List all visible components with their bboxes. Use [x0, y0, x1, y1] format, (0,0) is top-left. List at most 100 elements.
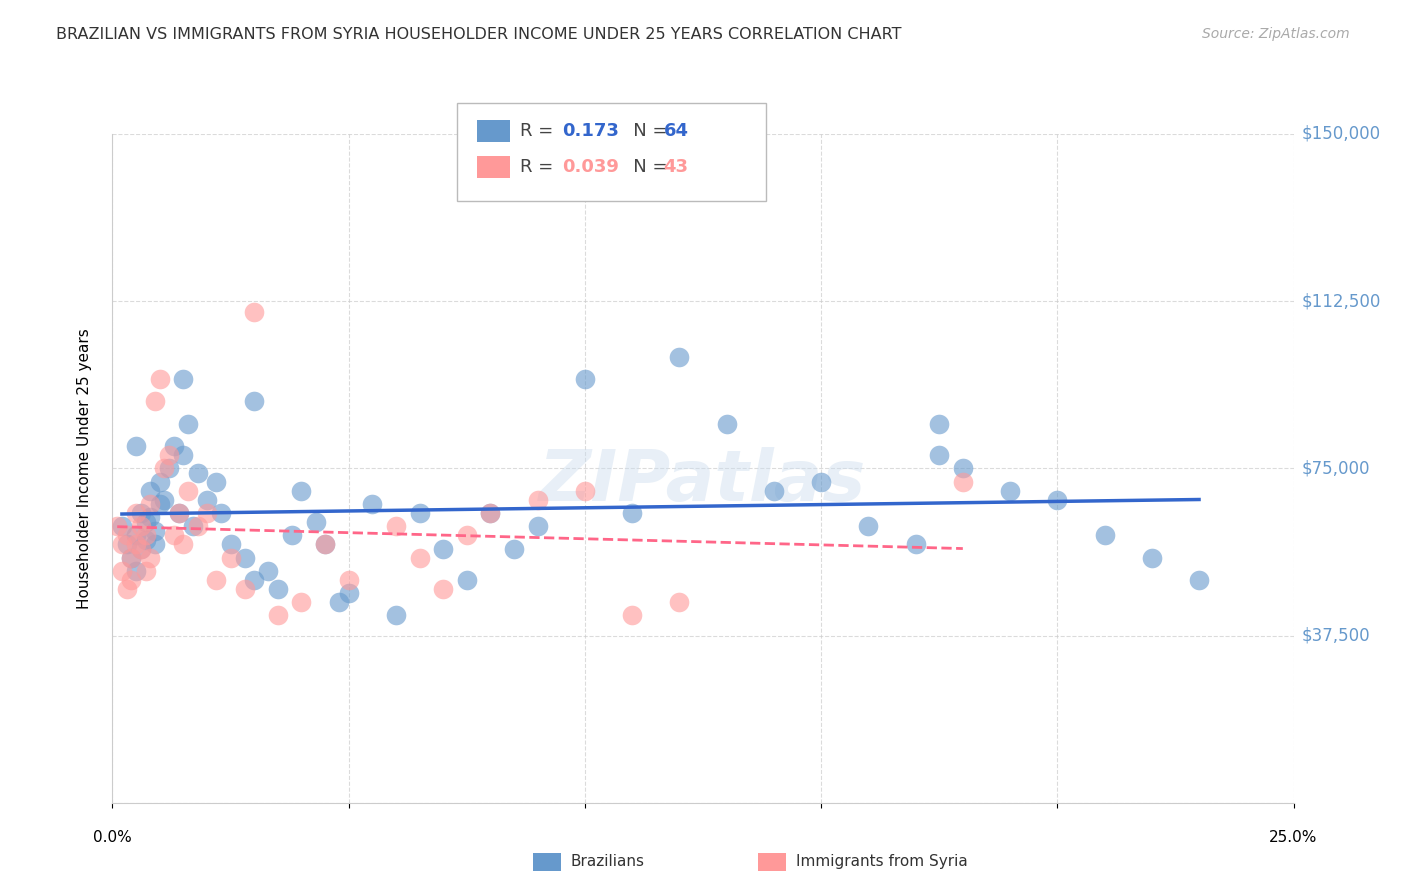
Point — [143, 524, 166, 538]
Point — [153, 461, 176, 475]
Point — [281, 528, 304, 542]
Point — [195, 506, 218, 520]
Point — [129, 519, 152, 533]
Point — [177, 417, 200, 431]
Point — [337, 586, 360, 600]
Text: BRAZILIAN VS IMMIGRANTS FROM SYRIA HOUSEHOLDER INCOME UNDER 25 YEARS CORRELATION: BRAZILIAN VS IMMIGRANTS FROM SYRIA HOUSE… — [56, 27, 901, 42]
Text: 25.0%: 25.0% — [1270, 830, 1317, 845]
Point — [135, 533, 157, 547]
Text: 0.0%: 0.0% — [93, 830, 132, 845]
Point — [858, 519, 880, 533]
Point — [952, 461, 974, 475]
Point — [290, 483, 312, 498]
Point — [668, 350, 690, 364]
Point — [139, 550, 162, 565]
Text: ZIPatlas: ZIPatlas — [540, 447, 866, 516]
Text: R =: R = — [520, 122, 565, 140]
Point — [172, 537, 194, 551]
Point — [149, 497, 172, 511]
Text: $37,500: $37,500 — [1302, 626, 1371, 645]
Point — [139, 483, 162, 498]
Point — [716, 417, 738, 431]
Point — [385, 519, 408, 533]
Point — [125, 439, 148, 453]
Point — [120, 573, 142, 587]
Point — [257, 564, 280, 578]
Point — [304, 515, 326, 529]
Point — [135, 515, 157, 529]
Point — [337, 573, 360, 587]
Point — [125, 564, 148, 578]
Point — [129, 541, 152, 556]
Point — [952, 475, 974, 489]
Point — [408, 550, 430, 565]
Point — [115, 537, 138, 551]
Point — [205, 573, 228, 587]
Point — [998, 483, 1021, 498]
Point — [167, 506, 190, 520]
Text: Source: ZipAtlas.com: Source: ZipAtlas.com — [1202, 27, 1350, 41]
Point — [621, 608, 644, 623]
Point — [290, 595, 312, 609]
Point — [233, 582, 256, 596]
Point — [167, 506, 190, 520]
Point — [526, 519, 548, 533]
Point — [810, 475, 832, 489]
Point — [1188, 573, 1211, 587]
Point — [408, 506, 430, 520]
Point — [157, 461, 180, 475]
Point — [209, 506, 232, 520]
Point — [219, 537, 242, 551]
Text: 43: 43 — [664, 158, 689, 176]
Point — [143, 394, 166, 409]
Point — [314, 537, 336, 551]
Point — [574, 372, 596, 386]
Point — [120, 550, 142, 565]
Point — [129, 506, 152, 520]
Point — [125, 506, 148, 520]
Point — [153, 492, 176, 507]
Text: $112,500: $112,500 — [1302, 292, 1381, 310]
Point — [314, 537, 336, 551]
Point — [111, 519, 134, 533]
Point — [115, 582, 138, 596]
Point — [328, 595, 350, 609]
Point — [361, 497, 384, 511]
Point — [432, 541, 454, 556]
Point — [456, 528, 478, 542]
Text: N =: N = — [616, 158, 673, 176]
Text: $75,000: $75,000 — [1302, 459, 1371, 477]
Point — [120, 550, 142, 565]
Point — [574, 483, 596, 498]
Point — [456, 573, 478, 587]
Point — [243, 573, 266, 587]
Point — [157, 448, 180, 462]
Point — [385, 608, 408, 623]
Point — [928, 448, 950, 462]
Point — [233, 550, 256, 565]
Point — [432, 582, 454, 596]
Point — [181, 519, 204, 533]
Point — [267, 582, 290, 596]
Point — [219, 550, 242, 565]
Point — [163, 439, 186, 453]
Point — [1094, 528, 1116, 542]
Point — [115, 528, 138, 542]
Point — [621, 506, 644, 520]
Point — [111, 564, 134, 578]
Point — [186, 519, 208, 533]
Point — [129, 541, 152, 556]
Point — [111, 537, 134, 551]
Point — [243, 305, 266, 319]
Point — [105, 519, 128, 533]
Point — [503, 541, 526, 556]
Y-axis label: Householder Income Under 25 years: Householder Income Under 25 years — [77, 328, 91, 608]
Point — [135, 564, 157, 578]
Point — [479, 506, 502, 520]
Point — [172, 448, 194, 462]
Point — [135, 528, 157, 542]
Point — [762, 483, 785, 498]
Point — [928, 417, 950, 431]
Point — [1046, 492, 1069, 507]
Point — [267, 608, 290, 623]
